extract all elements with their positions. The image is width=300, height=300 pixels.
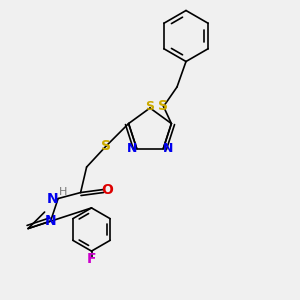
Text: H: H — [59, 187, 68, 197]
Text: S: S — [146, 100, 154, 113]
Text: S: S — [158, 100, 169, 113]
Text: S: S — [101, 139, 111, 153]
Text: O: O — [101, 182, 112, 197]
Text: N: N — [163, 142, 173, 155]
Text: N: N — [45, 214, 56, 228]
Text: F: F — [87, 252, 96, 266]
Text: N: N — [127, 142, 137, 155]
Text: N: N — [46, 191, 58, 206]
